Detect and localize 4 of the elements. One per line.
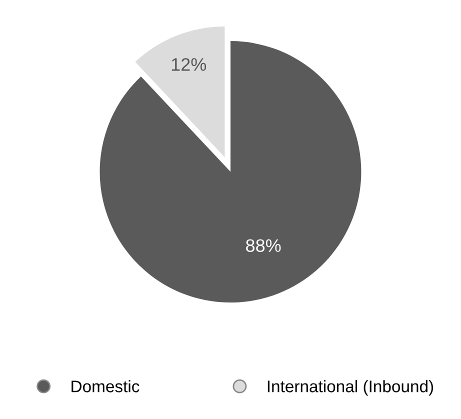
legend-label: International (Inbound) [268,380,434,396]
data-label: 12% [172,58,206,71]
data-label: 88% [246,239,281,252]
legend-label: Domestic [72,380,140,392]
